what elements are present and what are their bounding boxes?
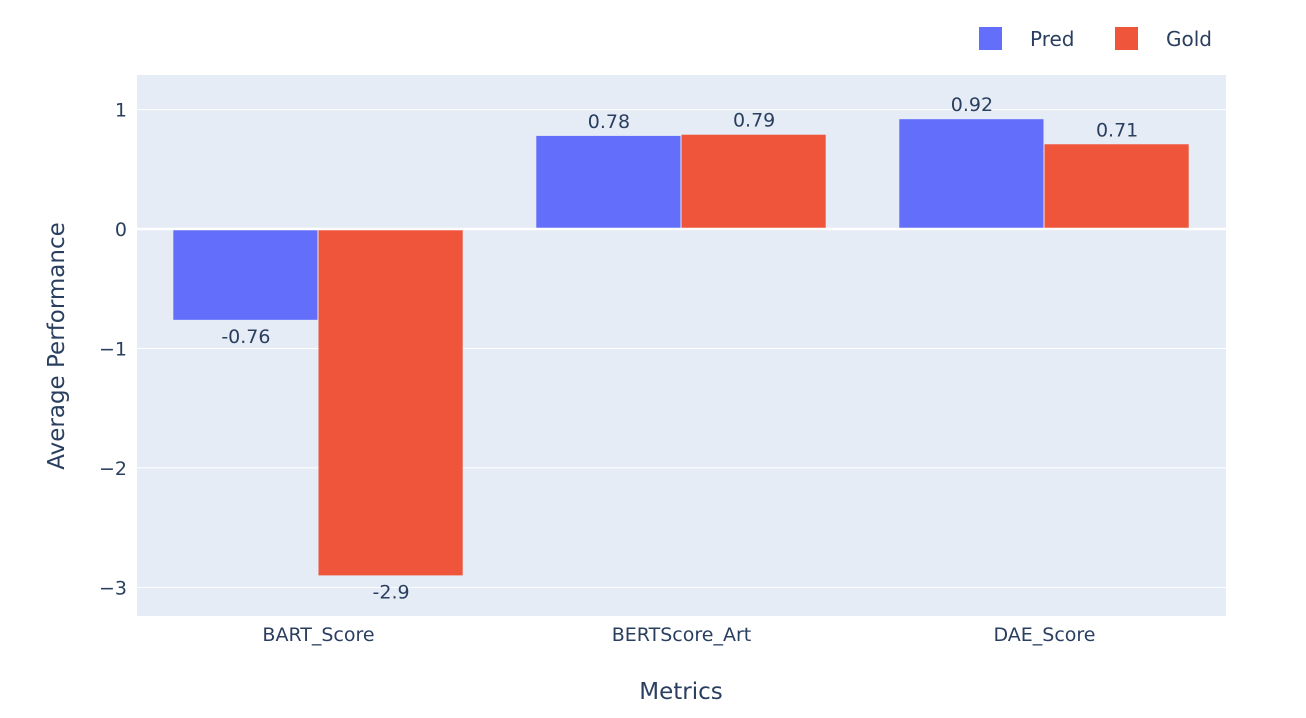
data-label: 0.71 — [1096, 119, 1138, 141]
legend[interactable]: Pred Gold — [979, 27, 1212, 51]
legend-label: Gold — [1166, 27, 1212, 51]
y-tick-label: −1 — [99, 338, 127, 360]
bar-pred-bart_score[interactable] — [173, 229, 318, 320]
data-label: 0.78 — [588, 111, 630, 133]
bar-gold-dae_score[interactable] — [1044, 144, 1189, 230]
x-axis-ticks: BART_Score BERTScore_Art DAE_Score — [262, 624, 1095, 646]
data-labels: -0.76 -2.9 0.78 0.79 0.92 0.71 — [221, 94, 1138, 603]
y-tick-label: −3 — [99, 577, 127, 599]
y-axis-ticks: 1 0 −1 −2 −3 — [99, 100, 127, 600]
bars — [173, 119, 1189, 576]
y-tick-label: 1 — [115, 100, 127, 122]
legend-swatch — [979, 27, 1002, 50]
x-tick-label: BERTScore_Art — [612, 624, 751, 646]
legend-item-gold[interactable]: Gold — [1115, 27, 1212, 51]
bar-gold-bertscore_art[interactable] — [681, 134, 826, 230]
legend-label: Pred — [1030, 27, 1075, 51]
data-label: 0.92 — [951, 94, 993, 116]
x-tick-label: DAE_Score — [993, 624, 1095, 646]
bar-pred-bertscore_art[interactable] — [536, 135, 681, 230]
bar-pred-dae_score[interactable] — [899, 119, 1044, 230]
x-tick-label: BART_Score — [262, 624, 374, 646]
bar-gold-bart_score[interactable] — [318, 229, 463, 576]
legend-item-pred[interactable]: Pred — [979, 27, 1075, 51]
y-axis-title: Average Performance — [44, 222, 70, 470]
data-label: -2.9 — [373, 581, 410, 603]
legend-swatch — [1115, 27, 1138, 50]
data-label: 0.79 — [733, 110, 775, 132]
y-tick-label: −2 — [99, 458, 127, 480]
x-axis-title: Metrics — [639, 679, 723, 705]
y-tick-label: 0 — [115, 219, 127, 241]
data-label: -0.76 — [221, 326, 270, 348]
